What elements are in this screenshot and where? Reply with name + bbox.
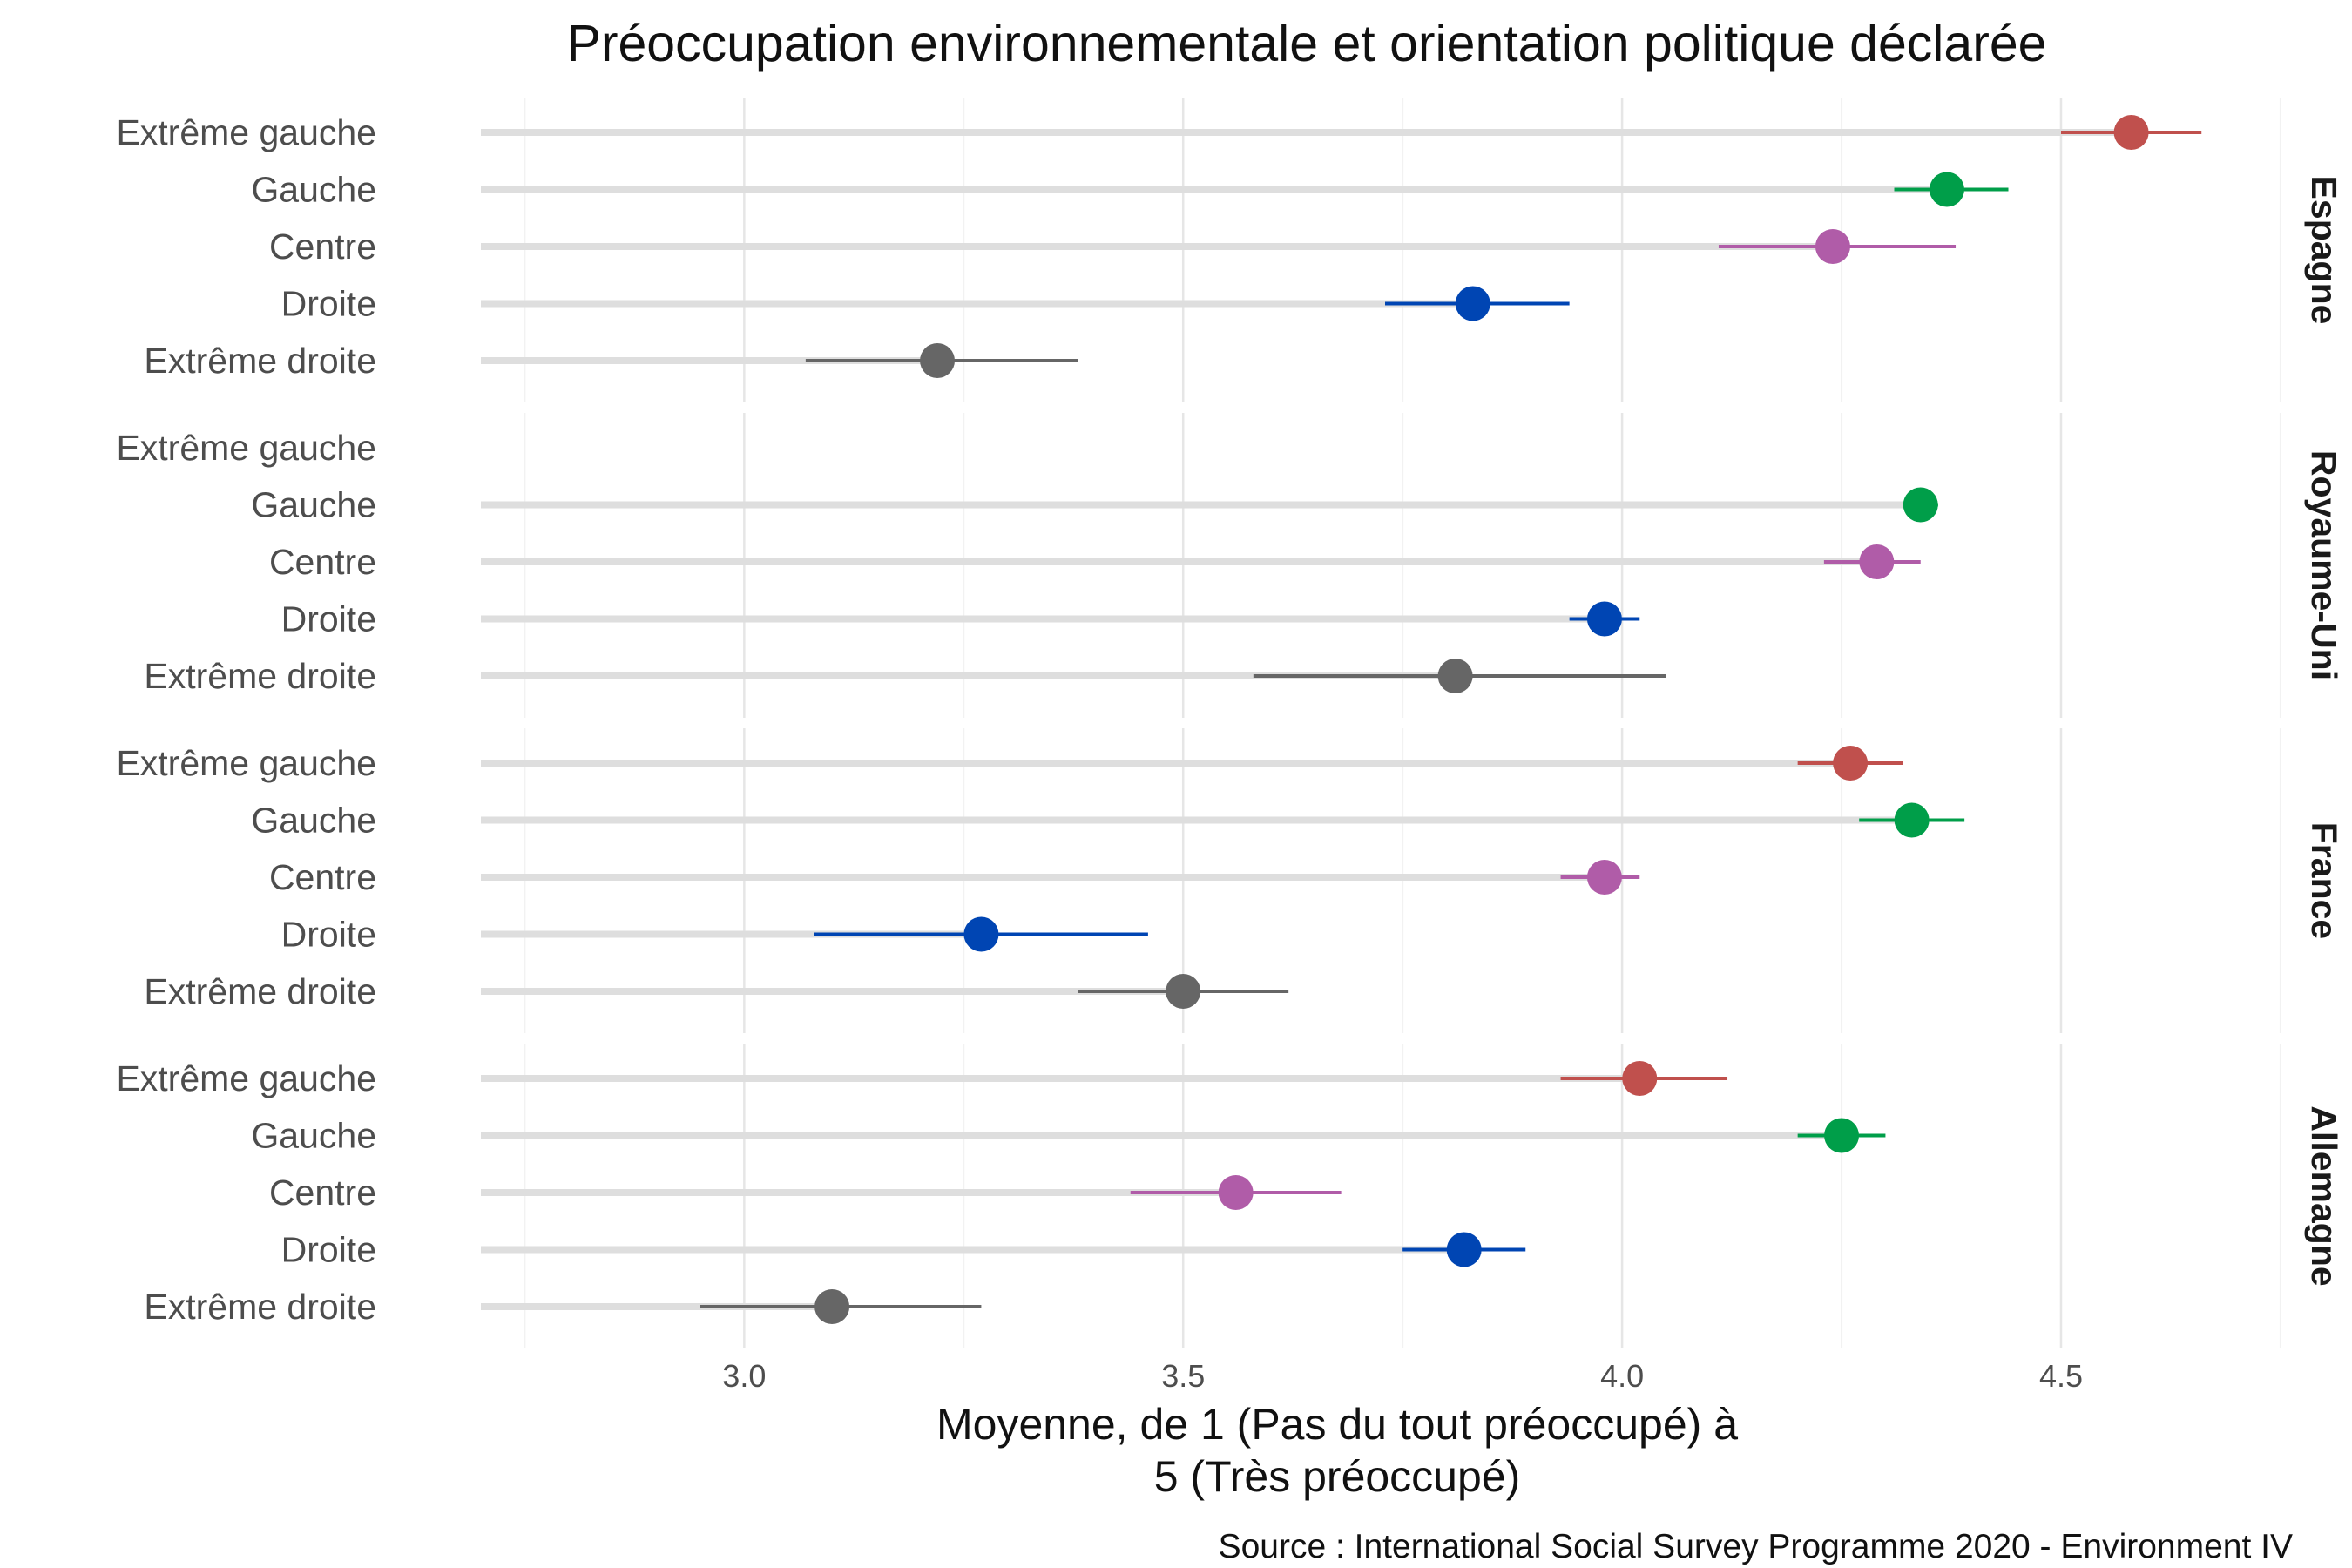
- mean-point: [1586, 601, 1622, 637]
- y-tick-label: Centre: [269, 857, 376, 897]
- y-tick-label: Extrême droite: [144, 341, 376, 381]
- y-tick-label: Extrême gauche: [116, 112, 376, 152]
- y-tick-label: Extrême gauche: [116, 428, 376, 468]
- y-tick-label: Droite: [281, 599, 376, 639]
- mean-point: [1446, 1232, 1482, 1267]
- mean-point: [2113, 115, 2149, 150]
- x-tick-label: 4.5: [2039, 1358, 2083, 1394]
- y-tick-label: Droite: [281, 1230, 376, 1270]
- mean-point: [963, 916, 999, 952]
- mean-point: [1622, 1061, 1658, 1096]
- y-tick-label: Extrême droite: [144, 1287, 376, 1327]
- mean-point: [1586, 860, 1622, 895]
- y-tick-label: Droite: [281, 915, 376, 955]
- y-tick-label: Gauche: [251, 1116, 376, 1156]
- x-tick-label: 4.0: [1600, 1358, 1644, 1394]
- x-tick-label: 3.5: [1161, 1358, 1205, 1394]
- x-axis-label: 5 (Très préoccupé): [1154, 1452, 1521, 1501]
- source-caption: Source : International Social Survey Pro…: [1219, 1528, 2293, 1565]
- y-tick-label: Extrême droite: [144, 656, 376, 696]
- mean-point: [1218, 1175, 1254, 1210]
- mean-point: [1833, 746, 1869, 781]
- facet-strip-label: Espagne: [2304, 176, 2344, 325]
- y-tick-label: Centre: [269, 226, 376, 267]
- mean-point: [1815, 229, 1850, 264]
- y-tick-label: Extrême droite: [144, 971, 376, 1011]
- facet-strip-label: France: [2304, 822, 2344, 939]
- y-tick-label: Extrême gauche: [116, 1058, 376, 1098]
- mean-point: [920, 343, 956, 378]
- y-tick-label: Gauche: [251, 485, 376, 525]
- y-tick-label: Droite: [281, 284, 376, 324]
- y-tick-label: Centre: [269, 542, 376, 582]
- chart-title: Préoccupation environnementale et orient…: [566, 15, 2046, 72]
- facet-strip-label: Allemagne: [2304, 1105, 2344, 1286]
- mean-point: [1894, 802, 1930, 838]
- x-tick-label: 3.0: [722, 1358, 766, 1394]
- mean-point: [814, 1289, 850, 1324]
- y-tick-label: Gauche: [251, 170, 376, 210]
- mean-point: [1929, 172, 1964, 207]
- y-tick-label: Centre: [269, 1173, 376, 1213]
- mean-point: [1455, 286, 1490, 321]
- mean-point: [1166, 974, 1201, 1009]
- mean-point: [1859, 544, 1895, 579]
- x-axis-label: Moyenne, de 1 (Pas du tout préoccupé) à: [936, 1400, 1738, 1449]
- plot-area: Extrême gauche Gauche Centre Droite Extrême …: [116, 98, 2344, 1394]
- mean-point: [1903, 487, 1938, 523]
- facet-strip-label: Royaume-Uni: [2304, 450, 2344, 680]
- y-tick-label: Extrême gauche: [116, 743, 376, 783]
- y-tick-label: Gauche: [251, 801, 376, 841]
- mean-point: [1437, 659, 1473, 693]
- mean-point: [1824, 1118, 1860, 1153]
